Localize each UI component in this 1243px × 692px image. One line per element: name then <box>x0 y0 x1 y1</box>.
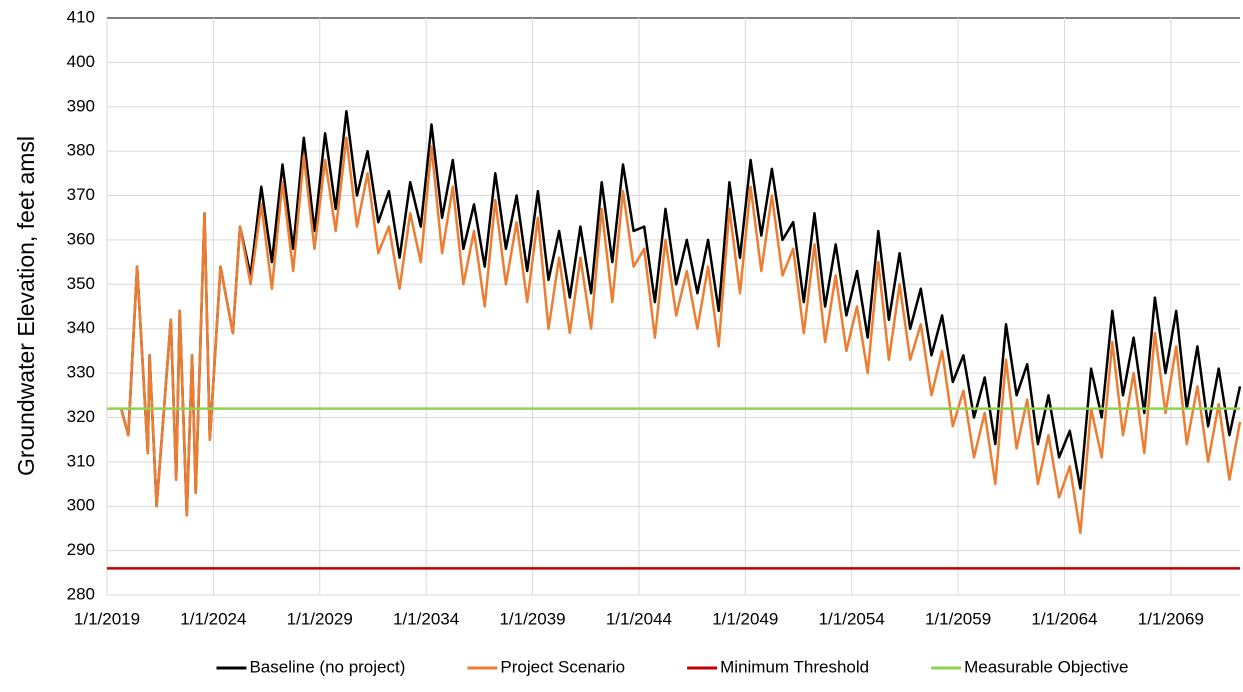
y-tick-label: 380 <box>67 141 95 160</box>
y-tick-label: 370 <box>67 185 95 204</box>
y-tick-label: 280 <box>67 584 95 603</box>
x-tick-label: 1/1/2064 <box>1031 609 1097 628</box>
y-tick-label: 390 <box>67 96 95 115</box>
x-tick-label: 1/1/2034 <box>393 609 459 628</box>
y-tick-label: 410 <box>67 7 95 26</box>
x-tick-label: 1/1/2069 <box>1138 609 1204 628</box>
y-axis-label: Groundwater Elevation, feet amsl <box>13 136 39 476</box>
x-tick-label: 1/1/2024 <box>180 609 246 628</box>
y-tick-label: 320 <box>67 407 95 426</box>
legend-label: Project Scenario <box>500 657 625 676</box>
y-tick-label: 300 <box>67 496 95 515</box>
legend-label: Measurable Objective <box>964 657 1128 676</box>
x-tick-label: 1/1/2019 <box>74 609 140 628</box>
series-line <box>119 136 1242 535</box>
legend-label: Minimum Threshold <box>720 657 869 676</box>
x-tick-label: 1/1/2054 <box>819 609 885 628</box>
x-tick-label: 1/1/2059 <box>925 609 991 628</box>
series-line <box>119 109 1242 517</box>
x-tick-label: 1/1/2029 <box>287 609 353 628</box>
legend-label: Baseline (no project) <box>249 657 405 676</box>
y-tick-label: 360 <box>67 229 95 248</box>
y-tick-label: 290 <box>67 540 95 559</box>
y-tick-label: 350 <box>67 274 95 293</box>
y-tick-label: 310 <box>67 451 95 470</box>
x-tick-label: 1/1/2049 <box>712 609 778 628</box>
y-tick-label: 400 <box>67 52 95 71</box>
x-tick-label: 1/1/2039 <box>499 609 565 628</box>
y-tick-label: 330 <box>67 363 95 382</box>
y-tick-label: 340 <box>67 318 95 337</box>
x-tick-label: 1/1/2044 <box>606 609 672 628</box>
